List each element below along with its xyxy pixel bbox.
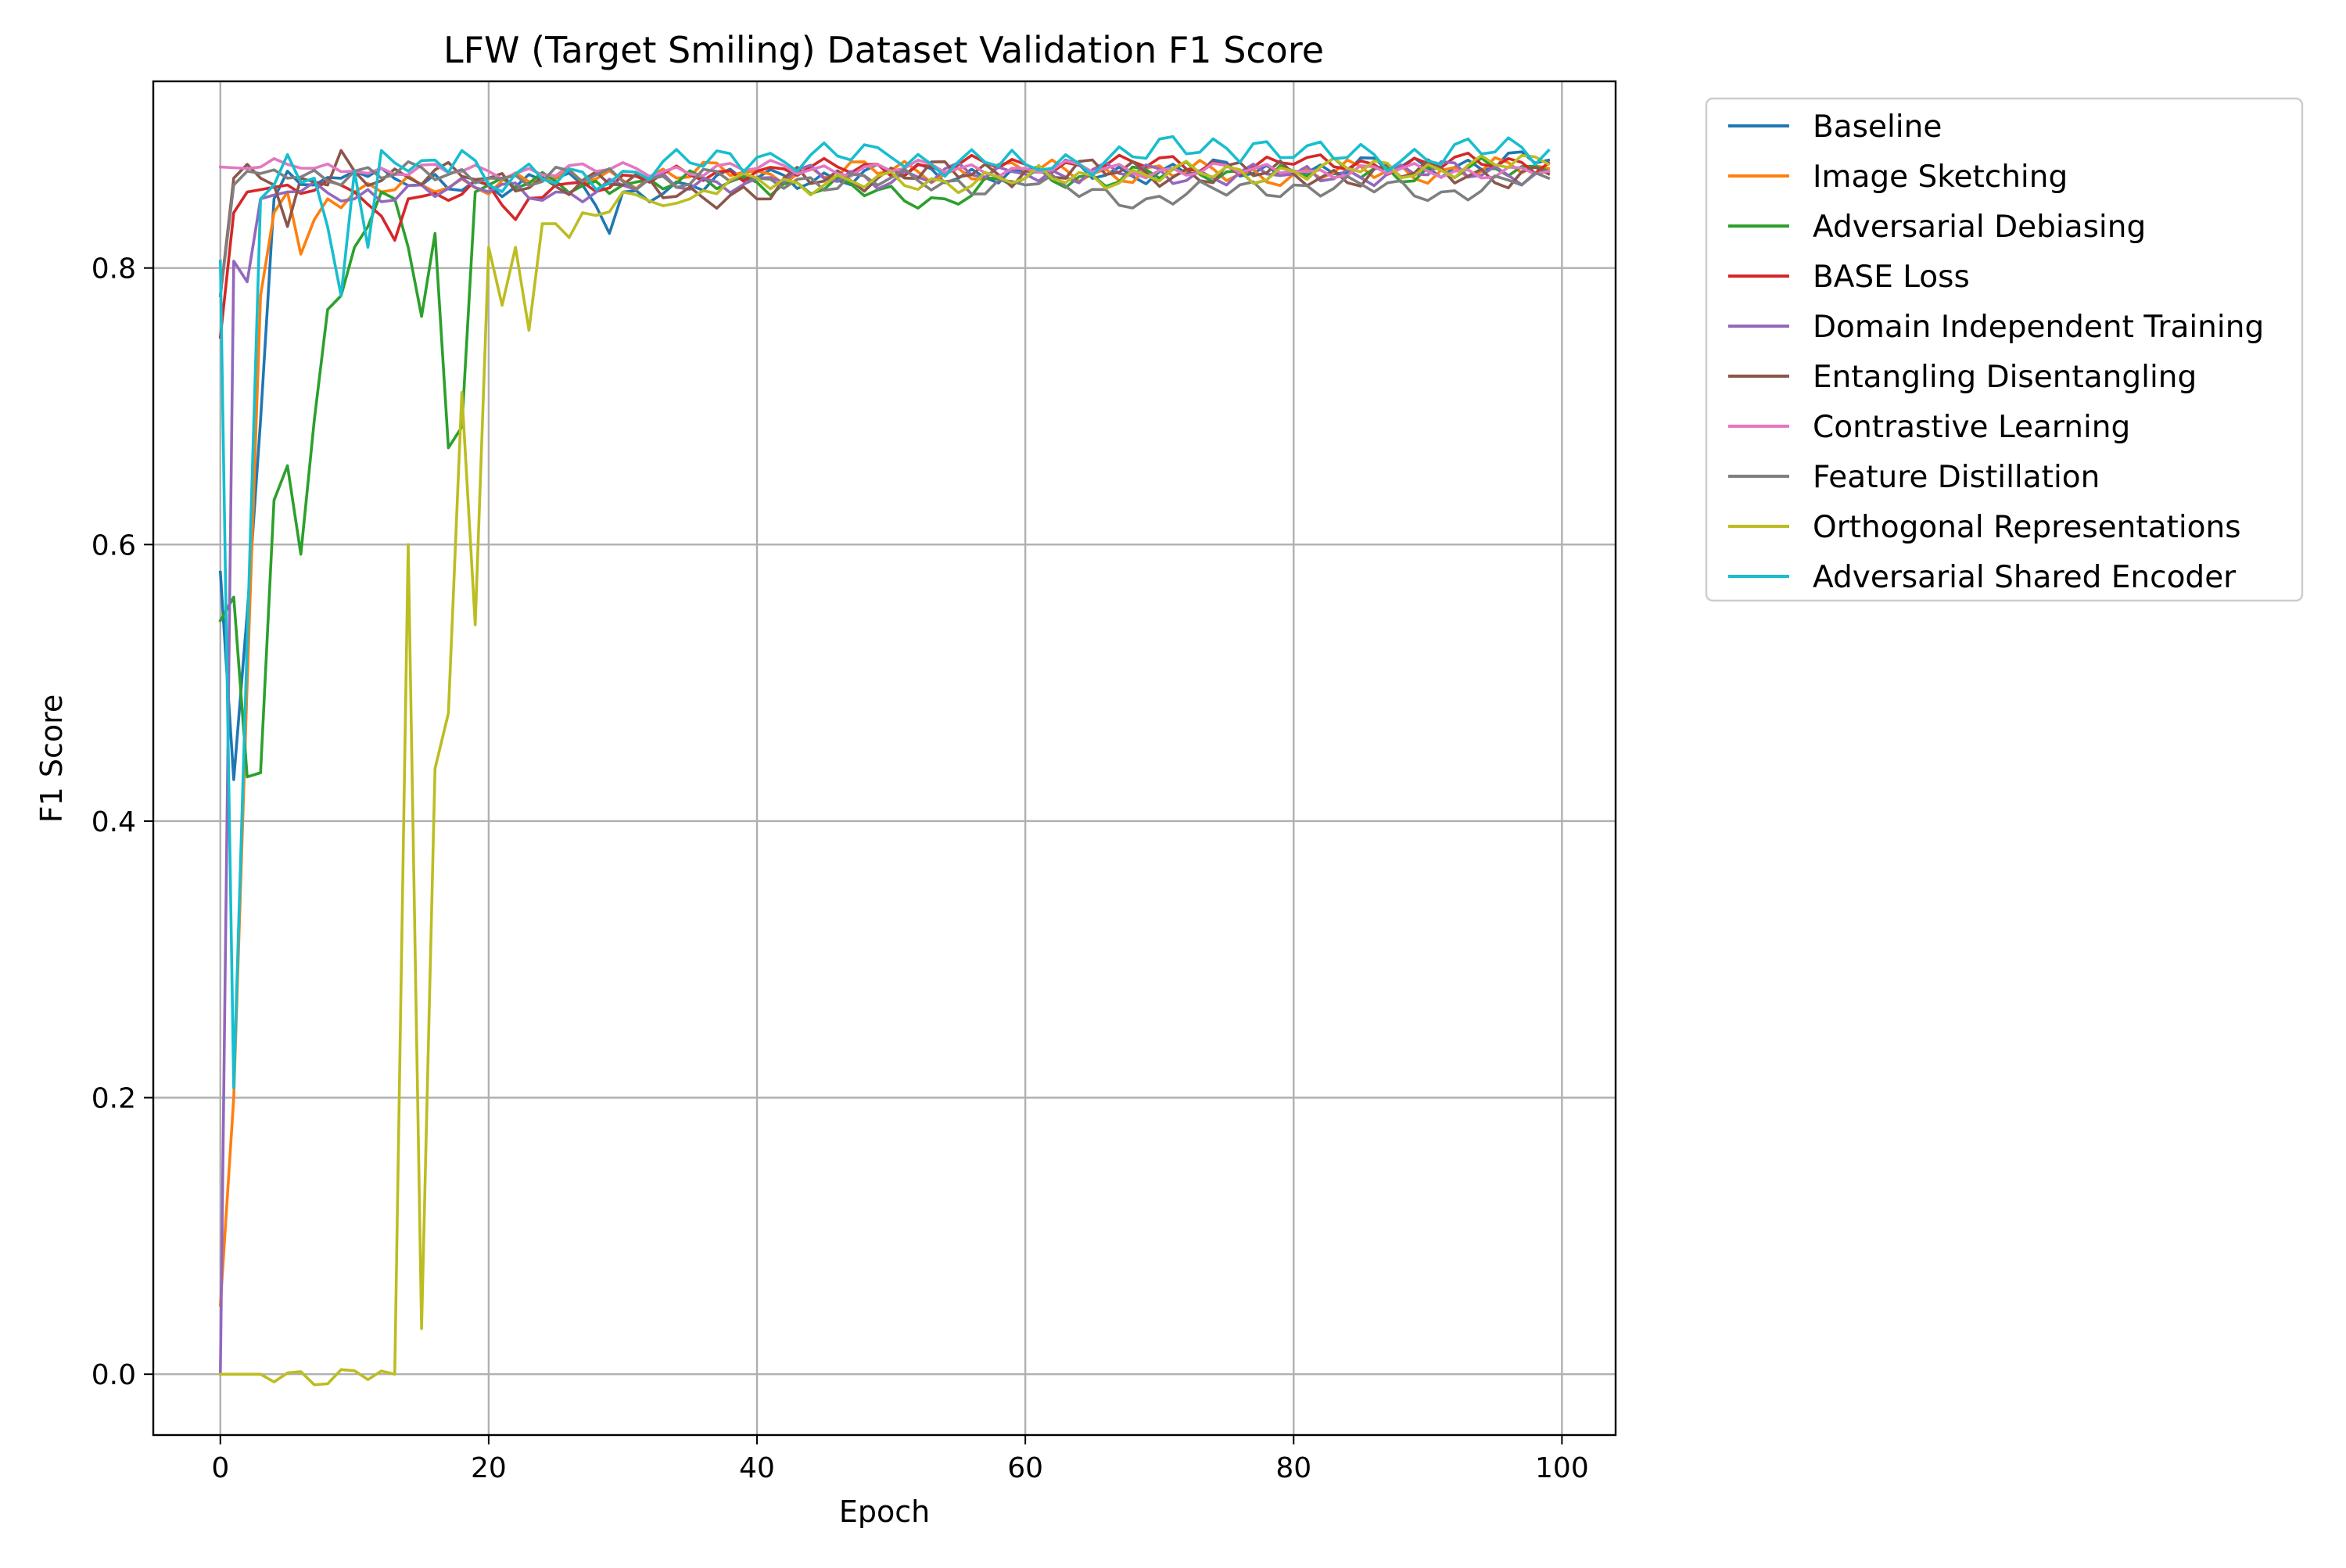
- legend-item: Adversarial Shared Encoder: [1728, 560, 2237, 595]
- legend-label: Baseline: [1813, 109, 1942, 145]
- legend-label: BASE Loss: [1813, 260, 1970, 295]
- legend-item: Baseline: [1728, 109, 1942, 145]
- legend-item: Adversarial Debiasing: [1728, 210, 2146, 245]
- legend-frame: [1705, 97, 2304, 602]
- series-line-domain-independent-training: [218, 160, 1551, 1376]
- series-line-orthogonal-representations: [218, 154, 1551, 1387]
- x-tick-label: 80: [1275, 1452, 1311, 1484]
- x-tick-label: 40: [739, 1452, 775, 1484]
- y-tick-label: 0.0: [91, 1359, 136, 1391]
- legend-item: Entangling Disentangling: [1728, 360, 2197, 395]
- y-tick-label: 0.2: [91, 1083, 136, 1115]
- plot-frame: [152, 80, 1617, 1437]
- series-line-contrastive-learning: [218, 157, 1551, 181]
- x-axis: 0 20 40 60 80 100: [211, 1435, 1589, 1484]
- legend-label: Domain Independent Training: [1813, 310, 2264, 345]
- legend-label: Adversarial Shared Encoder: [1813, 560, 2237, 595]
- legend-label: Image Sketching: [1813, 160, 2068, 195]
- legend-item: Image Sketching: [1728, 160, 2068, 195]
- series-lines: [218, 135, 1551, 1387]
- legend-item: BASE Loss: [1728, 260, 1970, 295]
- legend-label: Orthogonal Representations: [1813, 510, 2241, 545]
- legend-item: Feature Distillation: [1728, 460, 2100, 495]
- legend-item: Orthogonal Representations: [1728, 510, 2241, 545]
- x-tick-label: 20: [471, 1452, 507, 1484]
- legend-item: Domain Independent Training: [1728, 310, 2264, 345]
- y-tick-label: 0.4: [91, 806, 136, 838]
- legend-items: Baseline Image Sketching Adversarial Debia…: [1728, 109, 2264, 595]
- x-tick-label: 60: [1007, 1452, 1043, 1484]
- series-line-feature-distillation: [218, 160, 1551, 298]
- legend-label: Contrastive Learning: [1813, 410, 2130, 445]
- legend-label: Adversarial Debiasing: [1813, 210, 2146, 245]
- y-tick-label: 0.6: [91, 529, 136, 562]
- legend-label: Feature Distillation: [1813, 460, 2100, 495]
- plot-background: [153, 81, 1616, 1435]
- y-axis: 0.0 0.2 0.4 0.6 0.8: [91, 253, 153, 1391]
- legend-item: Contrastive Learning: [1728, 410, 2130, 445]
- chart-title: LFW (Target Smiling) Dataset Validation …: [443, 29, 1324, 71]
- x-tick-label: 0: [211, 1452, 229, 1484]
- x-tick-label: 100: [1535, 1452, 1589, 1484]
- legend-label: Entangling Disentangling: [1813, 360, 2197, 395]
- legend: Baseline Image Sketching Adversarial Debia…: [1705, 97, 2304, 602]
- plot-area: [152, 80, 1617, 1437]
- series-line-adversarial-shared-encoder: [218, 135, 1551, 1089]
- x-axis-label: Epoch: [839, 1494, 930, 1529]
- y-tick-label: 0.8: [91, 253, 136, 285]
- y-axis-label: F1 Score: [34, 694, 69, 823]
- grid: [153, 81, 1616, 1435]
